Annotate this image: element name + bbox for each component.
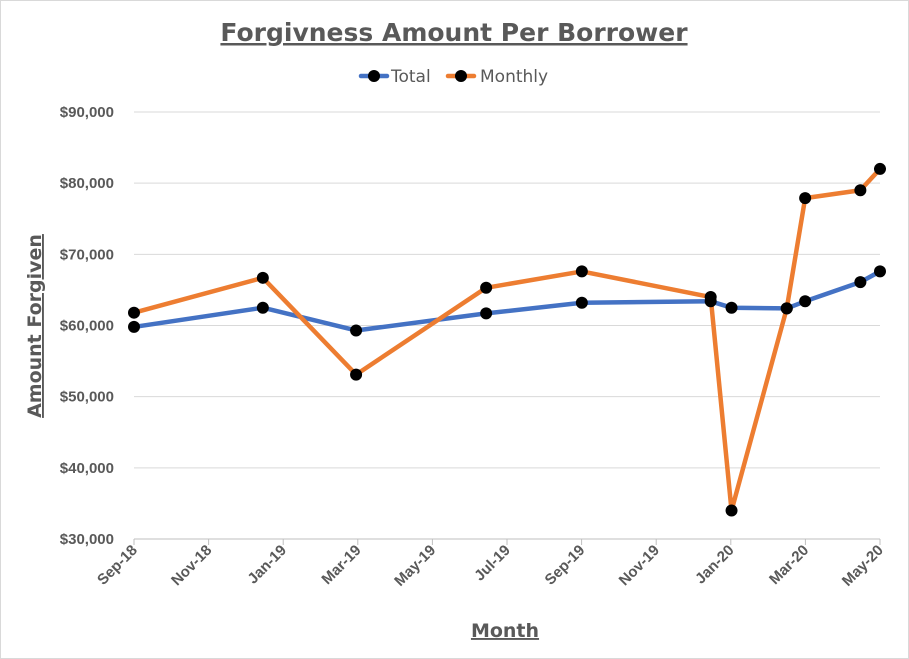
- markers-monthly: [128, 162, 886, 517]
- data-point-total: [725, 301, 738, 314]
- y-tick-label: $30,000: [60, 531, 114, 548]
- legend-item-total: Total: [358, 67, 431, 87]
- y-axis-title: Amount Forgiven: [24, 234, 46, 418]
- x-tick-label: Sep-18: [94, 542, 141, 589]
- legend-label-total: Total: [390, 67, 431, 87]
- data-point-monthly: [704, 291, 717, 304]
- y-tick-label: $90,000: [60, 104, 114, 121]
- series-monthly: [131, 166, 883, 513]
- y-tick-label: $80,000: [60, 175, 114, 192]
- data-point-monthly: [575, 265, 588, 278]
- y-axis-ticks: $30,000 $40,000 $50,000 $60,000 $70,000 $80,0…: [60, 104, 114, 548]
- data-point-total: [799, 295, 812, 308]
- data-point-total: [854, 276, 867, 289]
- y-tick-label: $50,000: [60, 389, 114, 406]
- data-point-monthly: [854, 184, 867, 197]
- legend-item-monthly: Monthly: [445, 67, 548, 87]
- data-point-monthly: [480, 281, 493, 294]
- chart-title: Forgivness Amount Per Borrower: [220, 18, 688, 47]
- data-point-total: [575, 296, 588, 309]
- x-axis: [133, 538, 881, 545]
- legend: Total Monthly: [358, 67, 548, 87]
- x-tick-label: May-20: [839, 542, 887, 590]
- x-axis-ticks: Sep-18 Nov-18 Jan-19 Mar-19 May-19 Jul-19 Sep-…: [94, 542, 887, 590]
- x-tick-label: Mar-19: [318, 542, 364, 588]
- y-tick-label: $70,000: [60, 246, 114, 263]
- data-point-total: [874, 265, 886, 278]
- data-point-monthly: [780, 302, 793, 315]
- x-tick-label: May-19: [391, 542, 439, 590]
- series-line-monthly: [131, 166, 883, 513]
- x-tick-label: Mar-20: [766, 542, 812, 588]
- data-point-total: [350, 324, 363, 337]
- data-point-total: [128, 320, 140, 333]
- gridlines: [134, 111, 880, 469]
- data-point-monthly: [128, 306, 140, 319]
- data-point-monthly: [799, 192, 812, 205]
- x-tick-label: Nov-19: [616, 542, 663, 589]
- x-tick-label: Jan-19: [244, 542, 290, 588]
- data-point-total: [256, 301, 269, 314]
- legend-marker-total: [368, 70, 380, 82]
- y-tick-label: $40,000: [60, 460, 114, 477]
- data-point-monthly: [350, 368, 363, 381]
- legend-label-monthly: Monthly: [480, 67, 548, 87]
- y-tick-label: $60,000: [60, 318, 114, 335]
- x-axis-title: Month: [471, 620, 539, 642]
- data-point-monthly: [256, 271, 269, 284]
- x-tick-label: Jul-19: [471, 542, 514, 585]
- x-tick-label: Jan-20: [692, 542, 738, 588]
- x-tick-label: Nov-18: [168, 542, 215, 589]
- x-tick-label: Sep-19: [542, 542, 589, 589]
- data-point-total: [480, 307, 493, 320]
- data-point-monthly: [725, 504, 738, 517]
- data-point-monthly: [874, 162, 886, 175]
- legend-marker-monthly: [455, 70, 467, 82]
- series-layer: [128, 162, 886, 517]
